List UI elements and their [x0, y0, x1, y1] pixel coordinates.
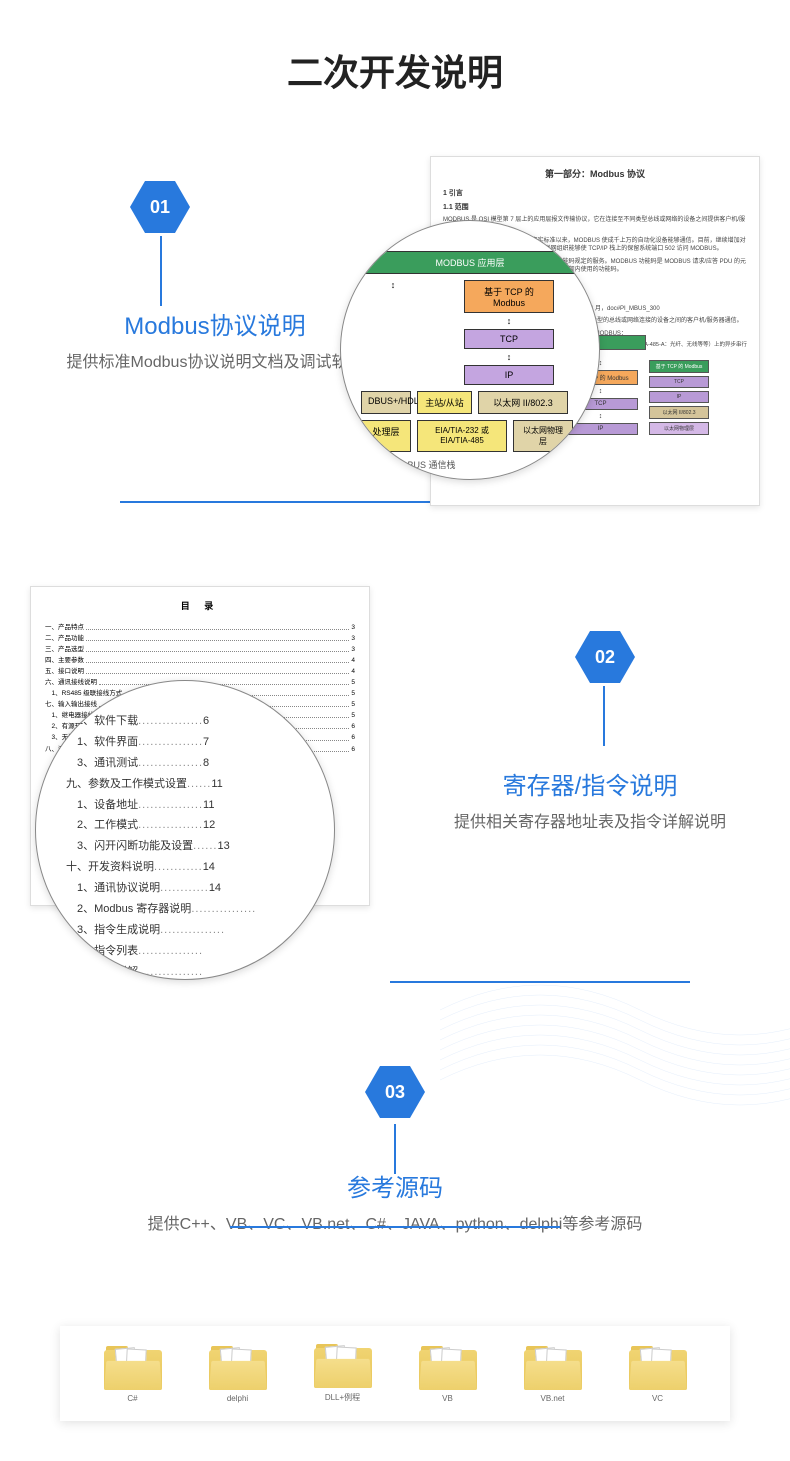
mag1-ether: 以太网 II/802.3 [478, 391, 568, 414]
mb-c3-tcp: TCP [649, 376, 709, 388]
toc-row: 二、产品功能3 [45, 633, 355, 644]
folder-item: VB [408, 1346, 488, 1403]
doc1-h11: 1.1 范围 [443, 202, 747, 212]
magnifier-01: MODBUS 应用层 ↕ 基于 TCP 的 Modbus ↕ TCP ↕ IP … [340, 220, 600, 480]
connector-h-01 [120, 501, 430, 503]
section-02-title: 寄存器/指令说明 [440, 766, 740, 801]
mag1-hdl: DBUS+/HDL [361, 391, 411, 414]
folder-item: DLL+例程 [303, 1344, 383, 1403]
toc-row: 四、主要参数4 [45, 655, 355, 666]
mag1-eia: EIA/TIA-232 或 EIA/TIA-485 [417, 420, 507, 452]
connector-h-03 [230, 1226, 560, 1228]
folder-icon [209, 1346, 267, 1390]
connector-h-02 [390, 981, 690, 983]
folder-icon [629, 1346, 687, 1390]
folder-label: DLL+例程 [303, 1392, 383, 1403]
mag2-toc-line: 1、通讯协议说明............14 [66, 878, 304, 899]
page-title: 二次开发说明 [0, 44, 790, 96]
mag1-master: 主站/从站 [417, 391, 472, 414]
mag2-toc-line: 3、指令生成说明................ [66, 920, 304, 941]
folder-icon [419, 1346, 477, 1390]
top-divider [0, 0, 790, 4]
folder-item: VC [618, 1346, 698, 1403]
folder-label: C# [93, 1394, 173, 1403]
toc-row: 三、产品选型3 [45, 644, 355, 655]
toc-row: 五、接口说明4 [45, 666, 355, 677]
connector-v-03 [394, 1124, 396, 1174]
mag2-toc-line: 十、开发资料说明............14 [66, 857, 304, 878]
badge-02: 02 [575, 631, 635, 683]
doc1-h1: 1 引言 [443, 188, 747, 198]
mb-c3-top: 基于 TCP 的 Modbus [649, 360, 709, 373]
badge-03: 03 [365, 1066, 425, 1118]
section-03-desc: 提供C++、VB、VC、VB.net、C#、JAVA、python、delphi… [0, 1213, 790, 1237]
mag2-toc-line: 1、软件界面................7 [66, 732, 304, 753]
mag2-toc-line: 九、参数及工作模式设置......11 [66, 774, 304, 795]
section-02-desc: 提供相关寄存器地址表及指令详解说明 [440, 811, 740, 835]
mag2-toc-line: 1、设备地址................11 [66, 795, 304, 816]
magnifier-02: 1、软件下载................6 1、软件界面..........… [35, 680, 335, 980]
folder-icon [104, 1346, 162, 1390]
folder-label: delphi [198, 1394, 278, 1403]
mb-c3-eth: 以太网 II/802.3 [649, 406, 709, 419]
mag1-ip: IP [464, 365, 554, 385]
mag1-mtcp: 基于 TCP 的 Modbus [464, 280, 554, 313]
doc2-header: 目 录 [45, 599, 355, 612]
mag1-tcp: TCP [464, 329, 554, 349]
mag1-app: MODBUS 应用层 [361, 251, 579, 274]
folders-strip: C# delphi DLL+例程 VB [60, 1326, 730, 1421]
folder-item: C# [93, 1346, 173, 1403]
mb-c3-ip: IP [649, 391, 709, 403]
doc1-header: 第一部分：Modbus 协议 [443, 167, 747, 180]
folder-label: VB.net [513, 1394, 593, 1403]
toc-row: 一、产品特点3 [45, 622, 355, 633]
folder-icon [524, 1346, 582, 1390]
folder-item: VB.net [513, 1346, 593, 1403]
folder-icon [314, 1344, 372, 1388]
section-03: 03 参考源码 提供C++、VB、VC、VB.net、C#、JAVA、pytho… [0, 1066, 790, 1286]
folder-label: VC [618, 1394, 698, 1403]
badge-01: 01 [130, 181, 190, 233]
mag2-toc-line: 3、闪开闪断功能及设置......13 [66, 836, 304, 857]
mb-c3-phy: 以太网物理层 [649, 422, 709, 435]
section-01-title: Modbus协议说明 [60, 306, 370, 341]
section-01-desc: 提供标准Modbus协议说明文档及调试软件 [60, 351, 370, 375]
mag2-toc-line: 3、通讯测试................8 [66, 753, 304, 774]
folder-item: delphi [198, 1346, 278, 1403]
mag2-toc-line: 2、工作模式................12 [66, 815, 304, 836]
folder-label: VB [408, 1394, 488, 1403]
mag2-toc-line: 2、Modbus 寄存器说明................ [66, 899, 304, 920]
mag2-toc-line: 1、软件下载................6 [66, 711, 304, 732]
